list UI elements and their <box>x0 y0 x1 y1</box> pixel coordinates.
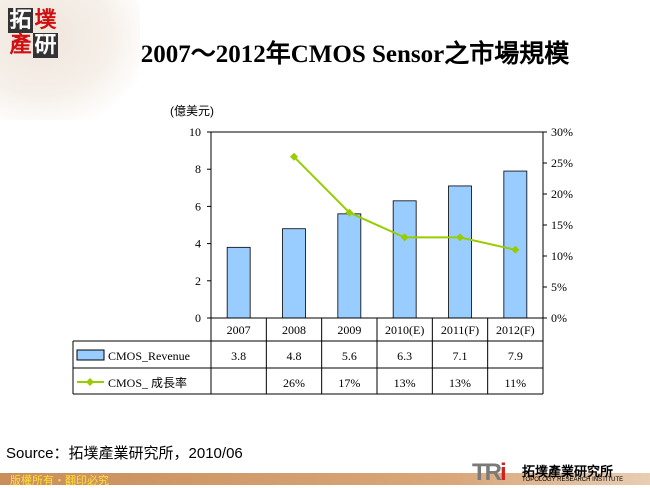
growth-value: 26% <box>283 376 305 390</box>
growth-point <box>400 233 409 242</box>
bar-2010(E) <box>392 200 417 319</box>
y2-tick-label: 30% <box>551 125 573 139</box>
page-title: 2007～2012年CMOS Sensor之市場規模 <box>140 41 570 68</box>
growth-value: 11% <box>505 376 527 390</box>
category-label: 2009 <box>337 323 361 337</box>
y2-tick-label: 20% <box>551 187 573 201</box>
revenue-value: 6.3 <box>397 349 412 363</box>
legend-bar-swatch <box>76 349 105 361</box>
bar-2009 <box>337 213 362 319</box>
bar-2008 <box>282 228 306 319</box>
y2-tick-label: 15% <box>551 218 573 232</box>
growth-point <box>290 152 298 161</box>
revenue-value: 5.6 <box>342 349 357 363</box>
revenue-value: 7.1 <box>453 349 468 363</box>
y-axis-label: (億美元) <box>170 104 214 118</box>
footer-bar: 版權所有・翻印必究 <box>0 473 650 487</box>
growth-point <box>345 208 354 217</box>
revenue-value: 4.8 <box>287 349 302 363</box>
bar-2012(F) <box>503 170 528 319</box>
growth-point <box>456 233 464 242</box>
bar-2007 <box>226 246 251 319</box>
copyright-text: 版權所有・翻印必究 <box>10 474 109 487</box>
legend-growth: CMOS_ 成長率 <box>108 375 187 390</box>
y-tick-label: 6 <box>195 199 201 213</box>
y-tick-label: 8 <box>195 162 201 176</box>
growth-point <box>511 245 520 254</box>
y-tick-label: 10 <box>189 125 201 139</box>
category-label: 2007 <box>227 323 251 337</box>
source-note: Source：拓墣產業研究所，2010/06 <box>6 445 243 462</box>
y-tick-label: 0 <box>195 311 201 325</box>
category-label: 2011(F) <box>441 323 479 337</box>
tri-logo: TRi 拓墣產業研究所 TOPOLOGY RESEARCH INSTITUTE <box>472 459 624 486</box>
revenue-value: 7.9 <box>508 349 523 363</box>
y2-tick-label: 10% <box>551 249 573 263</box>
revenue-value: 3.8 <box>231 349 246 363</box>
category-label: 2010(E) <box>385 323 424 337</box>
legend-revenue: CMOS_Revenue <box>108 349 190 363</box>
growth-value: 13% <box>449 376 471 390</box>
y-tick-label: 2 <box>195 274 201 288</box>
category-label: 2008 <box>282 323 306 337</box>
growth-value: 17% <box>338 376 360 390</box>
y-tick-label: 4 <box>195 237 201 251</box>
growth-value: 13% <box>394 376 416 390</box>
y2-tick-label: 5% <box>551 280 567 294</box>
logo: 拓墣產研 <box>8 8 58 58</box>
category-label: 2012(F) <box>496 323 535 337</box>
legend-line-marker <box>86 378 94 386</box>
bar-2011(F) <box>448 185 472 319</box>
y2-tick-label: 25% <box>551 156 573 170</box>
y2-tick-label: 0% <box>551 311 567 325</box>
